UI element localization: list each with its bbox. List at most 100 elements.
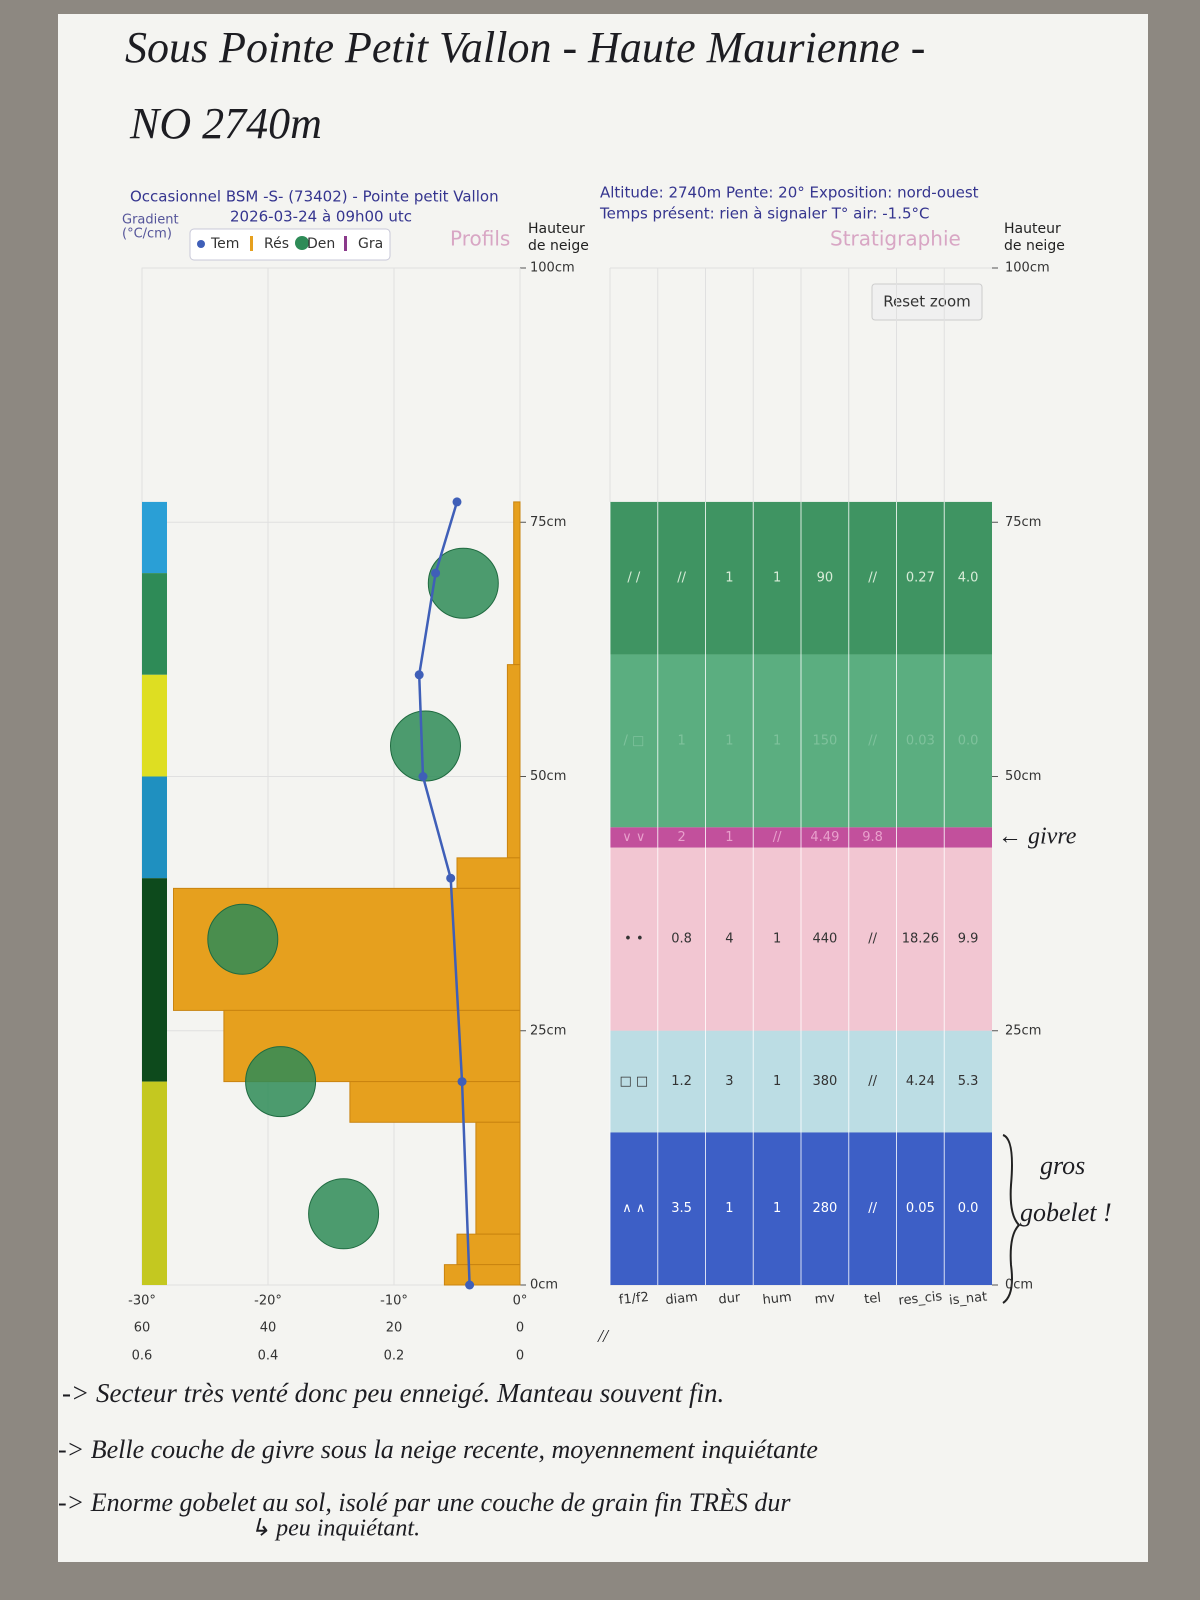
layer-cell: 1: [725, 830, 733, 845]
annotation: //: [597, 1326, 610, 1346]
layer-cell: / /: [627, 571, 641, 586]
layer-cell: 0.8: [671, 932, 692, 947]
layer-cell: 1: [773, 1201, 781, 1216]
weather: Temps présent: rien à signaler T° air: -…: [599, 205, 930, 223]
legend-box: [189, 228, 391, 261]
layer-cell: //: [677, 571, 686, 586]
x3-tick-label: 0: [516, 1349, 524, 1364]
note: -> Enorme gobelet au sol, isolé par une …: [58, 1488, 791, 1517]
date: 2026-03-24 à 09h00 utc: [230, 208, 412, 226]
layer-cell: 1: [725, 733, 733, 748]
gradient-segment: [142, 674, 167, 777]
legend-symbol: [250, 236, 253, 251]
gradient-label: (°C/cm): [122, 227, 172, 242]
reset-zoom[interactable]: Reset zoom: [871, 283, 983, 321]
x-tick-label: -30°: [128, 1294, 156, 1309]
column-label: diam: [665, 1290, 699, 1308]
layer-cell: 4.0: [958, 571, 979, 586]
legend-symbol: [344, 236, 347, 251]
layer-cell: 4.24: [906, 1074, 935, 1089]
gradient-segment: [142, 501, 167, 574]
annotation: gobelet !: [1020, 1198, 1112, 1227]
column-label: hum: [762, 1290, 793, 1308]
layer-cell: 1.2: [671, 1074, 692, 1089]
layer-cell: 380: [812, 1074, 837, 1089]
layer-cell: //: [868, 932, 877, 947]
layer-cell: / □: [623, 733, 644, 748]
layer-cell: //: [868, 571, 877, 586]
layer-cell: 1: [773, 733, 781, 748]
layer-cell: //: [868, 1201, 877, 1216]
resistance-step: [456, 1233, 521, 1266]
note: -> Secteur très venté donc peu enneigé. …: [62, 1378, 724, 1408]
y-tick-label: 100cm: [1005, 261, 1050, 276]
resistance-step: [349, 1081, 521, 1123]
layer-cell: 0.05: [906, 1201, 935, 1216]
density-point: [207, 903, 279, 975]
layer-cell: 280: [812, 1201, 837, 1216]
density-point: [245, 1046, 317, 1118]
layer-cell: 3: [725, 1074, 733, 1089]
legend-label: Tem: [210, 236, 239, 252]
column-label: tel: [864, 1291, 882, 1308]
chart-title: Stratigraphie: [830, 227, 961, 251]
resistance-step: [443, 1264, 521, 1286]
handwritten-title: Sous Pointe Petit Vallon - Haute Maurien…: [125, 23, 925, 72]
y-tick-label: 100cm: [530, 261, 575, 276]
temperature-point: [414, 670, 424, 680]
x-tick-label: 0°: [513, 1294, 528, 1309]
layer-cell: 18.26: [902, 932, 939, 947]
temperature-point: [431, 568, 441, 578]
column-label: res_cis: [898, 1289, 943, 1309]
y-tick-label: 50cm: [1005, 769, 1041, 784]
x2-tick-label: 40: [260, 1321, 277, 1336]
layer-cell: 1: [773, 1074, 781, 1089]
layer-cell: 150: [812, 733, 837, 748]
density-point: [427, 547, 499, 619]
annotation: gros: [1040, 1151, 1085, 1180]
y-tick-label: 0cm: [530, 1278, 558, 1293]
layer-cell: 3.5: [671, 1201, 692, 1216]
density-point: [390, 710, 461, 782]
layer-cell: 5.3: [958, 1074, 979, 1089]
layer-cell: 1: [773, 571, 781, 586]
layer-cell: 0.0: [958, 1201, 979, 1216]
site: Altitude: 2740m Pente: 20° Exposition: n…: [600, 184, 979, 202]
layer-cell: 2: [677, 830, 685, 845]
x-tick-label: -10°: [380, 1294, 408, 1309]
layer-cell: 1: [725, 1201, 733, 1216]
note: ↳ peu inquiétant.: [250, 1516, 420, 1542]
temperature-point: [465, 1280, 475, 1290]
y-tick-label: 75cm: [1005, 515, 1041, 530]
layer-cell: 9.9: [958, 932, 979, 947]
layer-cell: 1: [725, 571, 733, 586]
y-tick-label: 75cm: [530, 515, 566, 530]
gradient-label: Gradient: [122, 213, 179, 228]
layer-cell: □ □: [620, 1074, 649, 1089]
y-tick-label: 50cm: [530, 769, 566, 784]
layer-cell: 4: [725, 932, 733, 947]
x3-tick-label: 0.6: [132, 1349, 153, 1364]
reset-zoom-button[interactable]: [871, 283, 983, 321]
resistance-step: [513, 501, 521, 666]
gradient-segment: [142, 573, 167, 675]
y-tick-label: 25cm: [1005, 1023, 1041, 1038]
x2-tick-label: 60: [134, 1321, 151, 1336]
temperature-point: [446, 873, 456, 883]
temperature-point: [457, 1077, 467, 1087]
legend-label: Den: [307, 236, 335, 252]
layer-cell: //: [868, 733, 877, 748]
column-label: mv: [814, 1290, 836, 1307]
y-tick-label: 0cm: [1005, 1278, 1033, 1293]
reset-zoom-label[interactable]: Reset zoom: [883, 293, 971, 311]
gradient-segment: [142, 878, 167, 1082]
annotation: ← givre: [998, 824, 1077, 850]
layer-cell: //: [773, 830, 782, 845]
legend-symbol: [295, 236, 309, 250]
temperature-point: [418, 772, 428, 781]
resistance-step: [475, 1121, 521, 1235]
layer-cell: 1: [677, 733, 685, 748]
legend-label: Gra: [358, 236, 383, 252]
y-axis-label: de neige: [528, 238, 589, 254]
